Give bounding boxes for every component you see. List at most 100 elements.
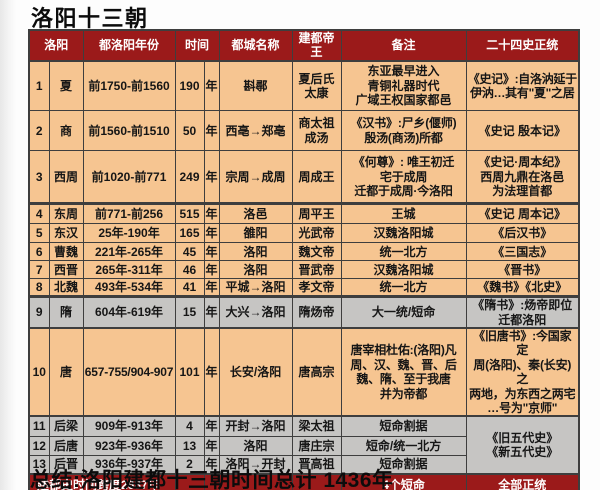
table-row-xizhou: 3 西周 前1020-前771 249 年 宗周→成周 周成王 《何尊》: 唯王…: [28, 150, 580, 205]
dynasty-cell: 商: [48, 110, 84, 152]
unit-cell: 年: [203, 415, 220, 437]
notes-cell: 《何尊》: 唯王初迁 宅于成周 迁都于成周·今洛阳: [340, 150, 467, 205]
orthodox-cell: 《三国志》: [465, 242, 580, 262]
emperor-cell: 周平王: [291, 202, 342, 225]
years-cell: 265年-311年: [82, 260, 176, 280]
capital-cell: 斟鄩: [218, 60, 293, 112]
dynasty-cell: 夏: [48, 60, 84, 112]
footer-empty-emperor: [291, 473, 342, 490]
row-number: 4: [28, 202, 50, 225]
header-row: 洛阳 都洛阳年份 时间 都城名称 建都帝王 备注 二十四史正统: [28, 29, 580, 62]
footer-span-label: 建都史时间跨度2687年: [28, 473, 176, 490]
capital-cell: 宗周→成周: [218, 150, 293, 205]
emperor-cell: 晋武帝: [291, 260, 342, 280]
emperor-cell: 隋炀帝: [291, 295, 342, 329]
unit-cell: 年: [203, 150, 220, 205]
unit-cell: 年: [203, 242, 220, 262]
unit-cell: 年: [203, 223, 220, 244]
duration-cell: 15: [174, 295, 205, 329]
footer-row: 建都史时间跨度2687年 4个短命 全部正统: [28, 473, 580, 490]
notes-cell: 短命割据: [340, 415, 467, 437]
orthodox-cell: 《魏书》《北史》: [465, 278, 580, 298]
footer-empty-capital: [218, 473, 293, 490]
capital-cell: 平城→洛阳: [218, 278, 293, 298]
table-row-houjin: 13 后晋 936年-937年 2 年 洛阳→开封 晋高祖 短命割据: [28, 454, 580, 475]
table-row-shang: 2 商 前1560-前1510 50 年 西亳→郑亳 商太祖 成汤 《汉书》:尸…: [28, 110, 580, 152]
dynasty-cell: 唐: [48, 327, 84, 417]
table-row-houtang: 12 后唐 923年-936年 13 年 洛阳 唐庄宗 短命/统一北方: [28, 435, 580, 456]
row-number: 5: [28, 223, 50, 244]
row-number: 1: [28, 60, 50, 112]
orthodox-cell: 《后汉书》: [465, 223, 580, 244]
dynasty-cell: 东汉: [48, 223, 84, 244]
footer-orthodox-total: 全部正统: [465, 473, 580, 490]
emperor-cell: 唐庄宗: [291, 435, 342, 456]
footer-notes-total: 4个短命: [340, 473, 467, 490]
header-luoyang: 洛阳: [28, 29, 84, 62]
dynasty-cell: 后梁: [48, 415, 84, 437]
notes-cell: 汉魏洛阳城: [340, 223, 467, 244]
table-row-houliang: 11 后梁 909年-913年 4 年 开封→洛阳 梁太祖 短命割据 《旧五代史…: [28, 415, 580, 475]
capital-cell: 大兴→洛阳: [218, 295, 293, 329]
notes-cell: 汉魏洛阳城: [340, 260, 467, 280]
unit-cell: 年: [203, 202, 220, 225]
table-row-beiwei: 8 北魏 493年-534年 41 年 平城→洛阳 孝文帝 统一北方 《魏书》《…: [28, 278, 580, 298]
duration-cell: 41: [174, 278, 205, 298]
capital-cell: 洛阳: [218, 260, 293, 280]
unit-cell: 年: [203, 435, 220, 456]
years-cell: 604年-619年: [82, 295, 176, 329]
capital-cell: 长安/洛阳: [218, 327, 293, 417]
dynasty-cell: 曹魏: [48, 242, 84, 262]
dynasty-cell: 西周: [48, 150, 84, 205]
duration-cell: 165: [174, 223, 205, 244]
emperor-cell: 孝文帝: [291, 278, 342, 298]
years-cell: 221年-265年: [82, 242, 176, 262]
header-emperor: 建都帝王: [291, 29, 342, 62]
header-notes: 备注: [340, 29, 467, 62]
capital-cell: 开封→洛阳: [218, 415, 293, 437]
row-number: 10: [28, 327, 50, 417]
capital-cell: 洛阳: [218, 435, 293, 456]
unit-cell: 年: [203, 110, 220, 152]
row-number: 6: [28, 242, 50, 262]
years-cell: 909年-913年: [82, 415, 176, 437]
duration-cell: 13: [174, 435, 205, 456]
capital-cell: 西亳→郑亳: [218, 110, 293, 152]
dynasty-cell: 东周: [48, 202, 84, 225]
years-cell: 前771-前256: [82, 202, 176, 225]
dynasty-cell: 北魏: [48, 278, 84, 298]
duration-cell: 4: [174, 415, 205, 437]
row-number: 2: [28, 110, 50, 152]
emperor-cell: 梁太祖: [291, 415, 342, 437]
row-number: 12: [28, 435, 50, 456]
row-number: 11: [28, 415, 50, 437]
years-cell: 25年-190年: [82, 223, 176, 244]
orthodox-cell: 《史记》:自洛汭延于 伊汭…其有"夏"之居: [465, 60, 580, 112]
unit-cell: 年: [203, 260, 220, 280]
capital-cell: 洛邑: [218, 202, 293, 225]
dynasty-cell: 西晋: [48, 260, 84, 280]
duration-cell: 190: [174, 60, 205, 112]
row-number: 13: [28, 454, 50, 475]
years-cell: 前1020-前771: [82, 150, 176, 205]
row-number: 7: [28, 260, 50, 280]
emperor-cell: 夏后氏 太康: [291, 60, 342, 112]
notes-cell: 短命割据: [340, 454, 467, 475]
duration-cell: 249: [174, 150, 205, 205]
orthodox-cell: 《隋书》:炀帝即位 迁都洛阳: [465, 295, 580, 329]
duration-cell: 46: [174, 260, 205, 280]
row-number: 8: [28, 278, 50, 298]
table-row-caowei: 6 曹魏 221年-265年 45 年 洛阳 魏文帝 统一北方 《三国志》: [28, 242, 580, 262]
emperor-cell: 周成王: [291, 150, 342, 205]
duration-cell: 45: [174, 242, 205, 262]
years-cell: 前1560-前1510: [82, 110, 176, 152]
years-cell: 前1750-前1560: [82, 60, 176, 112]
unit-cell: 年: [203, 60, 220, 112]
capital-cell: 雒阳: [218, 223, 293, 244]
orthodox-cell: 《史记 殷本记》: [465, 110, 580, 152]
orthodox-cell: 《史记·周本纪》 西周九鼎在洛邑 为法理首都: [465, 150, 580, 205]
header-years: 都洛阳年份: [82, 29, 176, 62]
notes-cell: 短命/统一北方: [340, 435, 467, 456]
orthodox-cell: 《史记 周本记》: [465, 202, 580, 225]
notes-cell: 统一北方: [340, 242, 467, 262]
